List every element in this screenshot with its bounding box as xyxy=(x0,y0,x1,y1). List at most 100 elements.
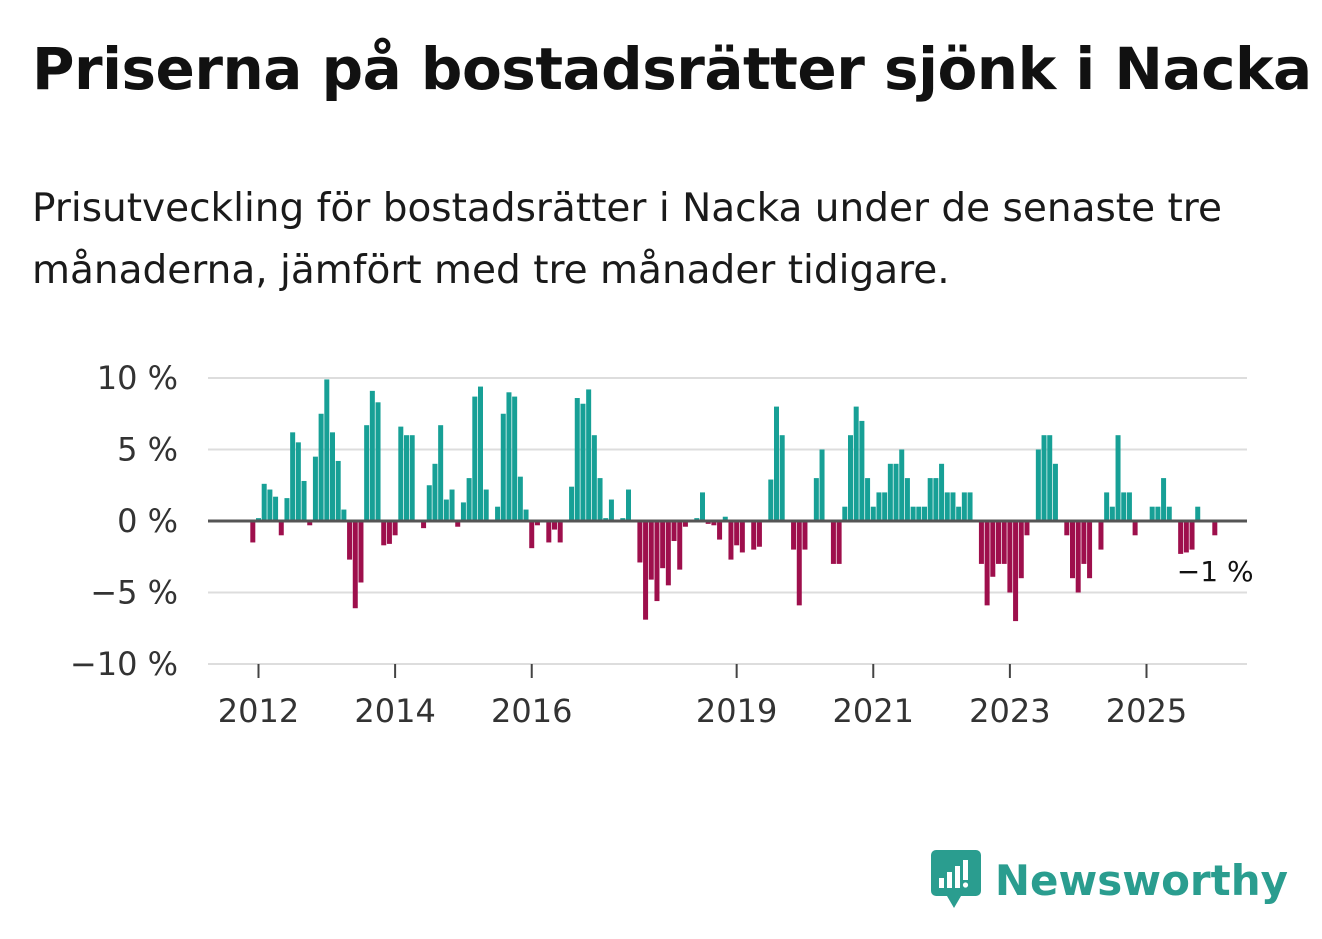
bar xyxy=(944,492,950,521)
bar xyxy=(791,521,797,550)
bar xyxy=(978,521,984,564)
bar xyxy=(830,521,836,564)
bar xyxy=(392,521,398,536)
bar xyxy=(1149,506,1155,521)
bar xyxy=(591,435,597,521)
bar xyxy=(546,521,552,543)
bar xyxy=(853,406,859,521)
bar xyxy=(904,478,910,521)
bar xyxy=(375,402,381,521)
bar xyxy=(984,521,990,606)
bar xyxy=(927,478,933,521)
bar xyxy=(574,398,580,521)
bar xyxy=(700,492,705,521)
x-tick-label: 2023 xyxy=(969,692,1050,730)
bar xyxy=(933,478,939,521)
bar xyxy=(961,492,967,521)
bar xyxy=(347,521,353,560)
bar xyxy=(523,509,529,521)
bar xyxy=(739,521,745,553)
bar xyxy=(1098,521,1104,550)
bar xyxy=(449,489,455,521)
bar xyxy=(267,489,273,521)
bar xyxy=(421,521,427,529)
bar xyxy=(1121,492,1127,521)
y-tick-label: −10 % xyxy=(70,645,178,683)
bar xyxy=(671,521,677,542)
y-tick-label: 0 % xyxy=(117,502,178,540)
bar xyxy=(398,426,404,521)
bar xyxy=(1161,478,1167,521)
bar xyxy=(1075,521,1081,593)
bar xyxy=(1109,506,1115,521)
bar xyxy=(318,413,324,521)
x-tick-label: 2012 xyxy=(218,692,299,730)
bar xyxy=(717,521,723,540)
bar xyxy=(1041,435,1047,521)
bar xyxy=(1178,521,1184,554)
brand-name: Newsworthy xyxy=(994,855,1288,905)
bar xyxy=(1018,521,1024,579)
bar xyxy=(1183,521,1189,553)
bar xyxy=(1155,506,1161,521)
bar xyxy=(813,478,819,521)
bar xyxy=(950,492,956,521)
bar xyxy=(819,449,825,521)
bar xyxy=(967,492,973,521)
bar xyxy=(870,506,876,521)
bar xyxy=(939,463,945,521)
bar xyxy=(728,521,734,560)
latest-value-label: −1 % xyxy=(1177,555,1254,588)
x-tick-label: 2016 xyxy=(491,692,572,730)
bar xyxy=(512,396,518,521)
bar xyxy=(956,506,962,521)
bar xyxy=(517,476,523,521)
bar xyxy=(426,485,432,521)
bar xyxy=(1132,521,1138,536)
bar xyxy=(751,521,757,550)
bar xyxy=(455,521,461,527)
bar xyxy=(381,521,387,546)
bar xyxy=(836,521,842,564)
bar xyxy=(500,413,506,521)
bar xyxy=(774,406,779,521)
bar xyxy=(922,506,927,521)
bar xyxy=(1195,506,1201,521)
x-tick-label: 2019 xyxy=(696,692,777,730)
bar xyxy=(654,521,660,602)
bar xyxy=(506,392,512,521)
bar xyxy=(1007,521,1013,593)
bar xyxy=(1081,521,1087,564)
bar xyxy=(802,521,808,550)
bar xyxy=(312,456,318,521)
bar xyxy=(443,499,449,521)
bar xyxy=(557,521,563,543)
bar xyxy=(910,506,916,521)
bar xyxy=(1104,492,1110,521)
chart-title: Priserna på bostadsrätter sjönk i Nacka xyxy=(32,35,1312,103)
bar xyxy=(1189,521,1195,550)
bar xyxy=(472,396,478,521)
bar xyxy=(432,463,438,521)
bar xyxy=(796,521,802,606)
bar xyxy=(734,521,740,546)
bar xyxy=(916,506,922,521)
bar xyxy=(882,492,888,521)
bar xyxy=(1052,463,1058,521)
bar xyxy=(848,435,853,521)
bar xyxy=(1013,521,1019,622)
bar xyxy=(552,521,557,530)
bar xyxy=(1212,521,1218,536)
bar xyxy=(842,506,848,521)
bar xyxy=(364,425,370,521)
bar xyxy=(648,521,654,580)
bar xyxy=(643,521,649,620)
x-tick-label: 2014 xyxy=(354,692,435,730)
bar xyxy=(756,521,762,547)
bar xyxy=(324,379,330,521)
bar xyxy=(273,496,279,521)
bar xyxy=(893,463,899,521)
bar xyxy=(529,521,535,549)
newsworthy-logo-icon xyxy=(930,850,981,908)
bar xyxy=(859,420,865,521)
